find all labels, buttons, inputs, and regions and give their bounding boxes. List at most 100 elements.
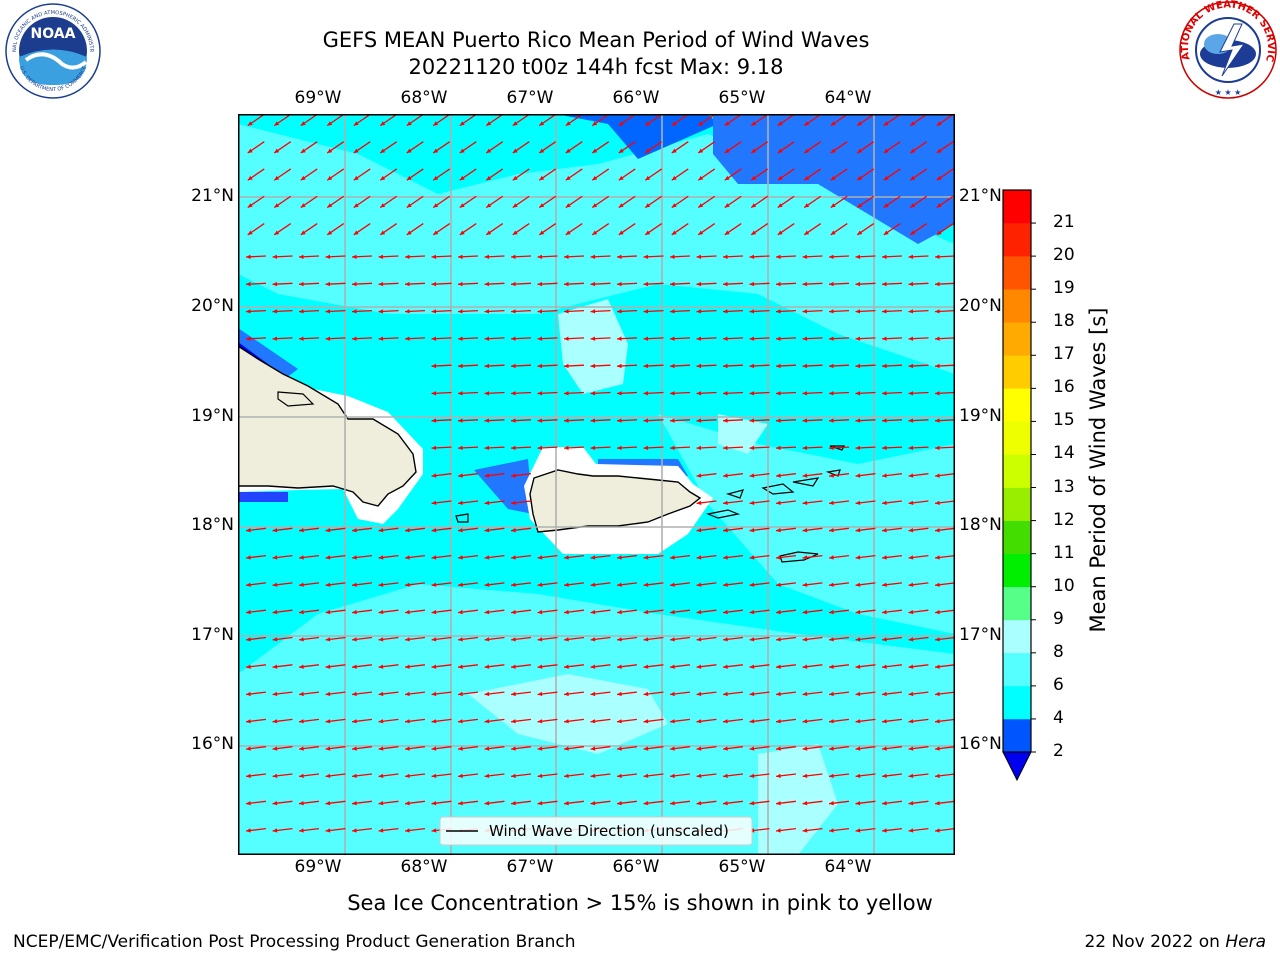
wind-wave-arrow (406, 223, 424, 236)
wind-wave-arrow (563, 718, 585, 724)
wind-wave-arrow (644, 168, 663, 181)
hispaniola-land (238, 345, 417, 507)
wind-wave-arrow (298, 609, 320, 615)
colorbar-title: Mean Period of Wind Waves [s] (1086, 307, 1110, 633)
colorbar-frame (1002, 189, 1032, 753)
wind-wave-arrow (351, 773, 373, 779)
wind-wave-arrow (669, 363, 691, 369)
wind-wave-arrow (325, 554, 346, 560)
wind-wave-arrow (775, 473, 797, 478)
wind-wave-arrow (590, 363, 611, 369)
lat-label-left: 17°N (191, 625, 234, 645)
wind-wave-arrow (618, 195, 636, 209)
wind-wave-arrow (934, 609, 955, 615)
colorbar-tick-label: 2 (1053, 741, 1064, 761)
wind-wave-arrow (802, 827, 823, 833)
colorbar-tick-label: 18 (1053, 311, 1075, 332)
wind-wave-arrow (459, 114, 477, 127)
wind-wave-arrow (828, 473, 850, 478)
wind-wave-arrow (298, 336, 320, 341)
wind-wave-arrow (537, 309, 558, 314)
wind-wave-arrow (616, 746, 638, 751)
legend-label: Wind Wave Direction (unscaled) (489, 822, 729, 840)
wind-wave-arrow (484, 554, 505, 560)
colorbar-tick-label: 6 (1053, 674, 1064, 695)
wind-wave-arrow (325, 254, 346, 259)
wind-wave-arrow (669, 664, 691, 669)
wind-wave-arrow (724, 223, 742, 236)
wind-wave-arrow (431, 582, 452, 587)
wind-wave-arrow (828, 281, 850, 287)
wind-wave-arrow (696, 691, 717, 697)
wind-wave-arrow (565, 223, 583, 236)
wind-wave-arrow (510, 391, 532, 396)
colorbar-cell (1003, 256, 1031, 290)
wind-wave-arrow (934, 445, 955, 451)
wind-wave-arrow (616, 636, 638, 642)
wind-wave-arrow (484, 746, 505, 751)
wind-wave-arrow (245, 746, 267, 751)
wind-wave-arrow (272, 554, 293, 560)
wind-wave-arrow (590, 418, 611, 423)
wind-wave-arrow (722, 718, 744, 724)
footer-machine: Hera (1225, 932, 1266, 952)
wind-wave-arrow (325, 827, 346, 833)
wind-wave-arrow (802, 554, 823, 560)
wind-wave-arrow (590, 636, 611, 642)
wind-wave-arrow (298, 664, 320, 669)
wind-wave-arrow (247, 223, 265, 236)
wind-wave-arrow (908, 800, 929, 806)
wind-wave-arrow (590, 281, 611, 287)
wind-wave-arrow (431, 254, 452, 259)
wind-wave-arrow (749, 800, 770, 806)
wind-wave-arrow (298, 527, 320, 533)
colorbar-cell (1003, 322, 1031, 356)
wind-wave-arrow (404, 718, 426, 724)
wind-wave-arrow (908, 500, 929, 506)
lat-label-right: 19°N (959, 406, 1002, 426)
wind-wave-arrow (300, 114, 318, 127)
wind-wave-arrow (351, 336, 373, 341)
wind-wave-arrow (881, 363, 903, 369)
wind-wave-arrow (563, 773, 585, 779)
wind-wave-arrow (722, 746, 744, 751)
wind-wave-arrow (908, 636, 929, 642)
wind-wave-arrow (775, 718, 797, 724)
wind-wave-arrow (298, 281, 320, 287)
wind-wave-arrow (325, 527, 346, 533)
wind-wave-arrow (431, 527, 452, 533)
wind-wave-arrow (883, 195, 901, 209)
colorbar-tick-label: 19 (1053, 278, 1075, 299)
wind-wave-arrow (484, 309, 505, 314)
wind-wave-arrow (908, 309, 929, 314)
wind-wave-arrow (855, 773, 876, 779)
wind-wave-arrow (378, 773, 399, 779)
wind-wave-arrow (908, 554, 929, 560)
wind-wave-arrow (749, 636, 770, 642)
wind-wave-arrow (749, 445, 770, 451)
wind-wave-arrow (298, 636, 320, 642)
wind-wave-arrow (590, 254, 611, 259)
wind-wave-arrow (802, 418, 823, 423)
wind-wave-arrow (431, 691, 452, 697)
wind-wave-arrow (272, 582, 293, 587)
wind-wave-arrow (378, 691, 399, 697)
wind-wave-arrow (855, 336, 876, 341)
wind-wave-arrow (563, 391, 585, 396)
wind-wave-arrow (828, 773, 850, 779)
wind-wave-arrow (590, 691, 611, 697)
colorbar-tick-label: 11 (1053, 542, 1075, 563)
wind-wave-arrow (802, 718, 823, 724)
wind-wave-arrow (802, 582, 823, 587)
wind-wave-arrow (749, 473, 770, 478)
colorbar-tick-label: 10 (1053, 575, 1075, 596)
wind-wave-arrow (510, 554, 532, 560)
wind-wave-arrow (881, 746, 903, 751)
wind-wave-arrow (643, 418, 664, 423)
wind-wave-arrow (616, 336, 638, 341)
wind-wave-arrow (590, 718, 611, 724)
wind-wave-arrow (643, 363, 664, 369)
wind-wave-arrow (909, 168, 928, 181)
wind-wave-arrow (325, 636, 346, 642)
wind-wave-arrow (298, 554, 320, 560)
